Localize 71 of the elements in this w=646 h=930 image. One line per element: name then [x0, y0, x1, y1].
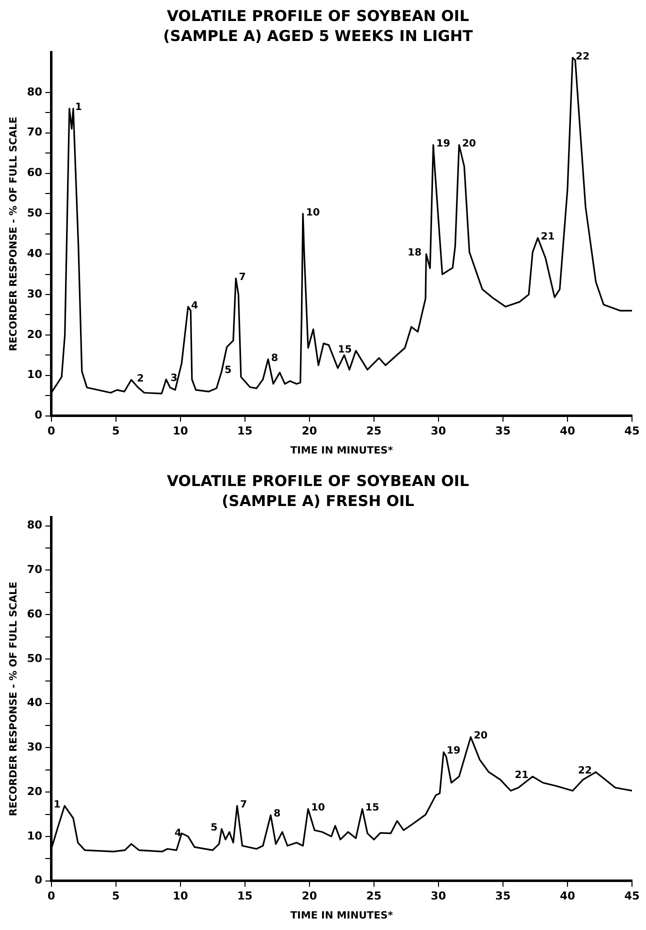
annotation: 20: [474, 730, 488, 742]
x-tick-label: 20: [302, 889, 318, 902]
x-tick-label: 35: [495, 889, 511, 902]
y-tick-label: 50: [26, 206, 43, 220]
x-tick-label: 40: [560, 424, 576, 438]
annotation: 19: [446, 746, 461, 757]
annotation: 15: [365, 802, 380, 814]
x-tick-label: 45: [624, 889, 640, 902]
annotation: 5: [224, 364, 232, 376]
x-tick-label: 45: [624, 424, 640, 438]
annotation: 8: [274, 808, 281, 820]
annotation: 4: [174, 828, 182, 839]
y-tick-label: 50: [26, 652, 43, 665]
annotation: 21: [514, 770, 529, 782]
annotation: 10: [311, 802, 326, 814]
x-tick-label: 5: [112, 889, 120, 902]
chart-subtitle: (SAMPLE A) FRESH OIL: [222, 492, 415, 510]
y-axis-title: RECORDER RESPONSE - % OF FULL SCALE: [8, 582, 20, 816]
annotation: 1: [54, 799, 61, 810]
annotation: 19: [436, 138, 450, 150]
annotation: 1: [74, 102, 82, 114]
x-axis-title: TIME IN MINUTES*: [290, 446, 394, 457]
annotation: 4: [191, 300, 198, 312]
y-tick-label: 70: [26, 563, 43, 576]
y-tick-label: 10: [26, 829, 43, 842]
x-tick-label: 25: [366, 889, 382, 902]
x-tick-label: 25: [366, 424, 382, 438]
x-tick-label: 10: [172, 889, 188, 902]
y-tick-label: 10: [26, 368, 43, 382]
x-tick-label: 40: [560, 889, 576, 902]
chart-subtitle: (SAMPLE A) AGED 5 WEEKS IN LIGHT: [163, 26, 474, 45]
y-tick-label: 40: [26, 696, 43, 710]
x-axis-title: TIME IN MINUTES*: [290, 910, 394, 922]
annotation: 7: [240, 799, 248, 810]
x-tick-label: 0: [47, 889, 56, 902]
y-tick-label: 80: [26, 518, 43, 532]
annotation: 22: [578, 766, 592, 777]
y-axis-title: RECORDER RESPONSE - % OF FULL SCALE: [8, 116, 20, 352]
x-tick-label: 0: [47, 424, 56, 438]
y-tick-label: 40: [26, 246, 43, 260]
annotation: 2: [136, 373, 144, 384]
x-tick-label: 20: [302, 424, 318, 438]
annotation: 21: [540, 232, 555, 243]
annotation: 22: [576, 51, 590, 62]
x-tick-label: 5: [112, 424, 120, 438]
y-tick-label: 30: [26, 287, 43, 300]
chart-title: VOLATILE PROFILE OF SOYBEAN OIL: [166, 6, 470, 25]
x-tick-label: 30: [430, 889, 446, 902]
x-tick-label: 15: [237, 889, 253, 902]
x-tick-label: 15: [237, 424, 253, 438]
annotation: 7: [238, 272, 246, 283]
annotation: 18: [408, 248, 422, 259]
y-tick-label: 80: [26, 85, 43, 98]
y-tick-label: 20: [26, 784, 43, 798]
y-tick-label: 30: [26, 740, 43, 754]
chart-title: VOLATILE PROFILE OF SOYBEAN OIL: [166, 472, 470, 490]
y-tick-label: 70: [26, 126, 43, 139]
x-tick-label: 35: [495, 424, 511, 438]
y-tick-label: 0: [34, 408, 43, 422]
annotation: 3: [170, 373, 178, 384]
x-tick-label: 10: [172, 424, 188, 438]
x-tick-label: 30: [430, 424, 446, 438]
annotation: 15: [338, 344, 352, 356]
y-tick-label: 60: [26, 607, 43, 620]
annotation: 20: [462, 138, 476, 150]
y-tick-label: 20: [26, 328, 43, 341]
annotation: 10: [306, 207, 320, 218]
y-tick-label: 60: [26, 166, 43, 180]
y-tick-label: 0: [34, 874, 43, 887]
annotation: 8: [271, 352, 278, 364]
annotation: 5: [210, 822, 218, 834]
